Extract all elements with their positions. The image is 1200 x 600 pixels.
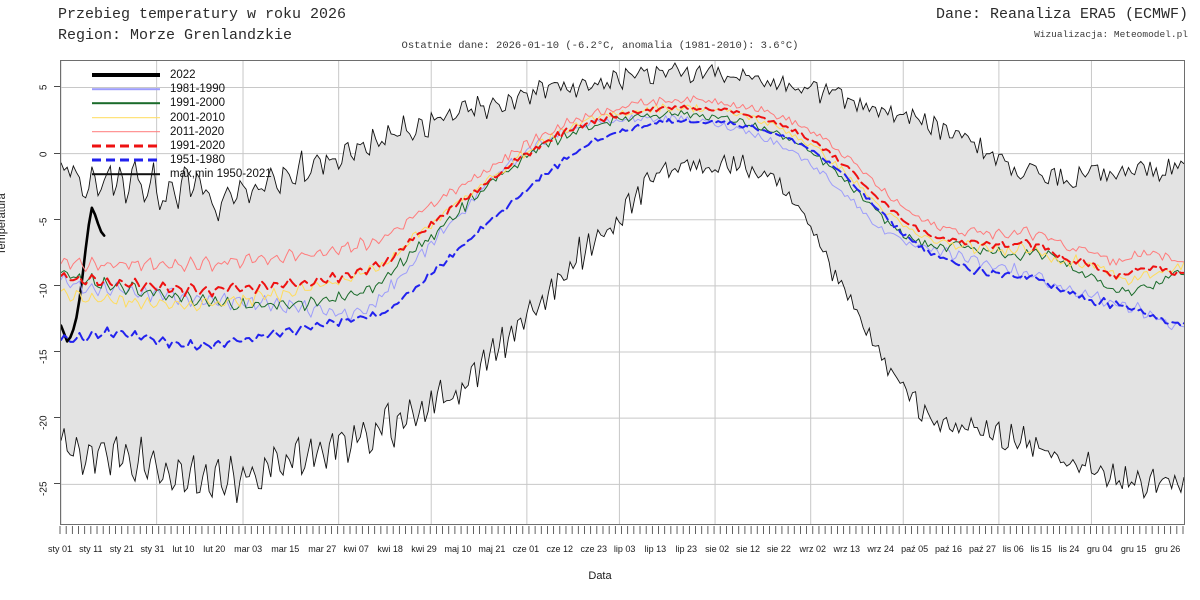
x-axis-tick-label: mar 15: [271, 544, 300, 554]
x-axis-tick-label: kwi 18: [377, 544, 403, 554]
x-axis-title: Data: [588, 570, 612, 582]
legend-item[interactable]: 1991-2020: [92, 139, 307, 153]
x-axis-tick-label: cze 23: [580, 544, 607, 554]
x-axis-tick-label: paź 05: [901, 544, 929, 554]
data-source-label: Dane: Reanaliza ERA5 (ECMWF): [935, 6, 1188, 23]
x-axis-tick-label: paź 27: [968, 544, 996, 554]
page-title: Przebieg temperatury w roku 2026: [58, 6, 347, 23]
x-axis-tick-label: sie 02: [705, 544, 730, 554]
y-axis-tick-mark: [54, 417, 60, 419]
y-axis-tick-label: -15: [38, 349, 50, 364]
legend-swatch: [92, 140, 160, 152]
legend-swatch: [92, 69, 160, 81]
region-subtitle: Region: Morze Grenlandzkie: [58, 27, 293, 44]
x-axis-tick-label: lis 15: [1030, 544, 1052, 554]
legend-swatch: [92, 126, 160, 138]
x-axis-tick-label: lut 20: [203, 544, 226, 554]
legend-item[interactable]: 2022: [92, 68, 307, 82]
chart-legend: 2022 1981-1990 1991-2000 2001-2010 2011-2020…: [92, 68, 307, 182]
legend-item[interactable]: 1951-1980: [92, 153, 307, 167]
x-axis-tick-label: maj 21: [478, 544, 506, 554]
legend-label: 2001-2010: [170, 111, 225, 124]
y-axis-tick-mark: [54, 351, 60, 353]
legend-swatch: [92, 83, 160, 95]
x-axis-ticks: sty 01 sty 11 sty 21 sty 31 lut 10 lut 20 mar …: [0, 526, 1200, 556]
x-axis-tick-label: paź 16: [935, 544, 963, 554]
legend-item[interactable]: 2001-2010: [92, 111, 307, 125]
y-axis-tick-mark: [54, 86, 60, 88]
y-axis-tick-label: -10: [38, 283, 50, 298]
x-axis-tick-label: cze 12: [546, 544, 574, 554]
y-axis-tick-label: -20: [38, 415, 50, 431]
x-axis-tick-label: maj 10: [444, 544, 472, 554]
x-axis-tick-label: kwi 29: [411, 544, 437, 554]
y-axis-title: Temperatura: [0, 193, 8, 255]
x-axis-tick-label: sie 22: [766, 544, 791, 554]
chart-svg: [61, 61, 1184, 524]
y-axis-tick-mark: [54, 284, 60, 286]
legend-label: 1951-1980: [170, 154, 225, 167]
y-axis-tick-mark: [54, 152, 60, 154]
legend-swatch: [92, 154, 160, 166]
x-axis-tick-label: gru 04: [1086, 544, 1113, 554]
x-axis-tick-label: lip 03: [613, 544, 636, 554]
legend-item[interactable]: 1981-1990: [92, 82, 307, 96]
x-axis-tick-label: sty 11: [79, 544, 103, 554]
x-axis-tick-label: lis 06: [1002, 544, 1024, 554]
legend-label: 1991-2020: [170, 140, 225, 153]
legend-label: 1991-2000: [170, 97, 225, 110]
legend-label: 1981-1990: [170, 83, 225, 96]
x-axis-tick-label: lut 10: [172, 544, 195, 554]
y-axis-tick-label: -25: [38, 481, 50, 497]
legend-swatch: [92, 112, 160, 124]
legend-swatch: [92, 97, 160, 109]
legend-label: max,min 1950-2021: [170, 168, 272, 181]
x-axis-tick-label: sty 21: [109, 544, 134, 554]
y-axis-tick-label: 0: [38, 151, 50, 157]
x-axis-tick-label: lip 13: [644, 544, 667, 554]
y-axis-tick-mark: [54, 483, 60, 485]
x-axis-tick-label: wrz 24: [867, 544, 894, 554]
x-axis-tick-label: gru 15: [1120, 544, 1147, 554]
x-axis-tick-label: sie 12: [735, 544, 760, 554]
x-axis-tick-label: wrz 13: [833, 544, 860, 554]
legend-item[interactable]: max,min 1950-2021: [92, 167, 307, 181]
legend-item[interactable]: 1991-2000: [92, 96, 307, 110]
x-axis-tick-label: sty 01: [47, 544, 73, 554]
x-axis-tick-label: gru 26: [1154, 544, 1181, 554]
x-axis-minor-ticks: [59, 526, 1184, 534]
x-axis-tick-label: mar 03: [234, 544, 263, 554]
legend-item[interactable]: 2011-2020: [92, 125, 307, 139]
x-axis-tick-label: lis 24: [1058, 544, 1080, 554]
legend-label: 2022: [170, 69, 196, 82]
plot-area: [60, 60, 1185, 525]
x-axis-tick-label: cze 01: [512, 544, 540, 554]
visualization-credit: Wizualizacja: Meteomodel.pl: [1034, 29, 1188, 40]
legend-swatch: [92, 168, 160, 180]
y-axis-tick-mark: [54, 218, 60, 220]
legend-label: 2011-2020: [170, 125, 225, 138]
x-axis-tick-label: kwi 07: [343, 544, 369, 554]
x-axis-tick-label: mar 27: [308, 544, 337, 554]
x-axis-tick-label: lip 23: [675, 544, 698, 554]
latest-data-annotation: Ostatnie dane: 2026-01-10 (-6.2°C, anoma…: [401, 40, 799, 52]
x-axis-tick-label: wrz 02: [799, 544, 827, 554]
y-axis-tick-label: -5: [38, 217, 50, 227]
y-axis-tick-label: 5: [38, 84, 50, 91]
x-axis-tick-label: sty 31: [140, 544, 165, 554]
